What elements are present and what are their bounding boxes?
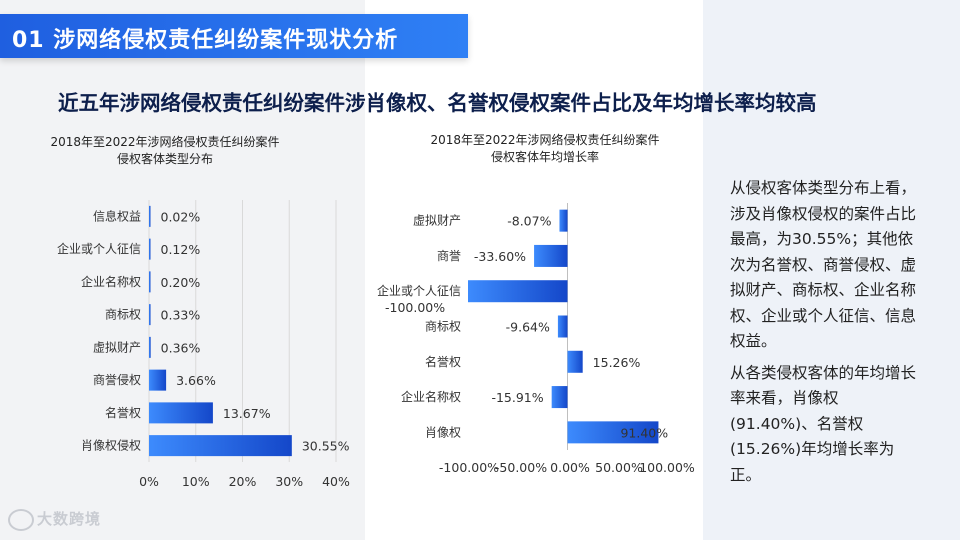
chart2-data-label: -9.64% [506, 320, 550, 335]
chart2-title-line2: 侵权客体年均增长率 [490, 150, 599, 164]
logo-text: 大数跨境 [37, 510, 102, 528]
chart2-bar [557, 315, 568, 338]
chart1-category-label: 商誉侵权 [93, 372, 141, 387]
chart2-title: 2018年至2022年涉网络侵权责任纠纷案件 侵权客体年均增长率 [395, 132, 695, 166]
chart1-bar [149, 402, 213, 424]
chart1-data-label: 0.02% [161, 209, 201, 224]
chart1-bar [149, 271, 151, 293]
chart2-data-label: -15.91% [491, 390, 543, 405]
chart2-data-label: -100.00% [385, 300, 445, 315]
logo-icon [8, 508, 34, 531]
chart1-data-label: 0.12% [161, 242, 201, 257]
side-text: 从侵权客体类型分布上看，涉及肖像权侵权的案件占比最高，为30.55%；其他依次为… [730, 176, 920, 494]
chart1-bar [149, 304, 151, 326]
chart1-category-label: 企业或个人征信 [57, 241, 141, 256]
chart1-tick-label: 40% [322, 474, 350, 489]
chart1-data-label: 3.66% [176, 373, 216, 388]
brand-logo: 大数跨境 [8, 508, 101, 531]
chart1-bar [149, 369, 167, 391]
chart1-title-line2: 侵权客体类型分布 [116, 152, 213, 166]
chart2-tick-label: -100.00% [439, 460, 499, 475]
chart1-category-label: 商标权 [105, 307, 141, 322]
section-title-bar: 01 涉网络侵权责任纠纷案件现状分析 [0, 14, 468, 58]
chart1-data-label: 0.36% [161, 340, 201, 355]
chart2-bar [567, 421, 659, 444]
chart2-bar [559, 209, 568, 232]
chart1-data-label: 0.20% [161, 275, 201, 290]
chart2-bar [468, 280, 568, 303]
chart1-tick-label: 30% [275, 474, 303, 489]
chart1-data-label: 30.55% [302, 439, 350, 454]
chart2-tick-label: 0.00% [550, 460, 590, 475]
chart2-bar [551, 386, 568, 409]
chart2-category-label: 企业名称权 [401, 389, 461, 404]
chart2-category-label: 商誉 [437, 248, 461, 263]
chart2-data-label: 91.40% [620, 425, 668, 440]
chart2-data-label: -8.07% [507, 214, 551, 229]
chart2-tick-label: 100.00% [639, 460, 695, 475]
chart2-title-line1: 2018年至2022年涉网络侵权责任纠纷案件 [430, 133, 660, 147]
chart2-data-label: -33.60% [474, 249, 526, 264]
chart2-category-label: 商标权 [425, 319, 461, 334]
chart2-bar [567, 350, 583, 373]
chart2-bar [534, 244, 568, 267]
chart1-data-label: 0.33% [161, 308, 201, 323]
side-text-paragraph-1: 从侵权客体类型分布上看，涉及肖像权侵权的案件占比最高，为30.55%；其他依次为… [730, 179, 917, 350]
chart2-category-label: 企业或个人征信 [377, 283, 461, 298]
side-text-paragraph-2: 从各类侵权客体的年均增长率来看，肖像权(91.40%)、名誉权(15.26%)年… [730, 363, 917, 484]
chart1-bar [149, 238, 151, 260]
chart1-bar [149, 336, 151, 358]
chart2-tick-label: 50.00% [595, 460, 643, 475]
chart1-category-label: 虚拟财产 [93, 340, 141, 354]
chart2-category-label: 虚拟财产 [413, 214, 461, 228]
chart1-title-line1: 2018年至2022年涉网络侵权责任纠纷案件 [50, 135, 280, 149]
chart1-tick-label: 0% [139, 474, 159, 489]
chart1-tick-label: 10% [182, 474, 210, 489]
chart1-category-label: 肖像权侵权 [81, 438, 141, 453]
chart1-data-label: 13.67% [223, 406, 271, 421]
section-title: 01 涉网络侵权责任纠纷案件现状分析 [12, 28, 399, 53]
chart1-tick-label: 20% [229, 474, 257, 489]
headline: 近五年涉网络侵权责任纠纷案件涉肖像权、名誉权侵权案件占比及年均增长率均较高 [58, 91, 817, 115]
chart2-category-label: 名誉权 [425, 354, 461, 369]
right-panel-background [703, 0, 960, 540]
chart1-bar [149, 435, 292, 457]
chart1-category-label: 名誉权 [105, 405, 141, 420]
chart1-title: 2018年至2022年涉网络侵权责任纠纷案件 侵权客体类型分布 [45, 134, 285, 168]
chart2-category-label: 肖像权 [425, 425, 461, 439]
chart1-category-label: 信息权益 [93, 208, 141, 223]
chart1-category-label: 企业名称权 [81, 274, 141, 289]
chart2-data-label: 15.26% [593, 355, 641, 370]
chart2-tick-label: -50.00% [495, 460, 547, 475]
chart1-bar [149, 205, 151, 227]
